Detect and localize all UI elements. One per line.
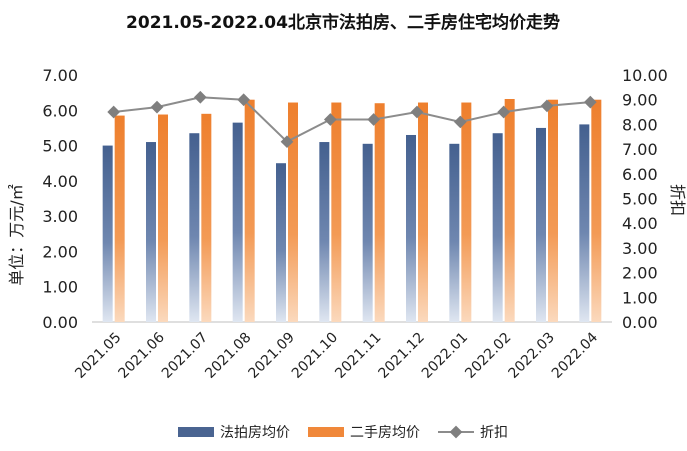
bar-resale-price — [548, 99, 558, 322]
bar-auction-price — [492, 133, 503, 322]
y-tick-label: 3.00 — [42, 207, 78, 226]
y2-tick-label: 10.00 — [622, 66, 668, 85]
y-tick-label: 1.00 — [42, 278, 78, 297]
bar-resale-price — [461, 102, 472, 322]
legend-swatch-auction — [178, 427, 214, 437]
bar-resale-price — [331, 102, 342, 322]
y2-tick-label: 6.00 — [622, 165, 658, 184]
discount-point — [280, 135, 294, 149]
y2-tick-label: 9.00 — [622, 91, 658, 110]
x-tick-label: 2021.12 — [376, 330, 428, 382]
discount-point — [410, 105, 424, 119]
legend-label-discount: 折扣 — [480, 425, 508, 441]
x-tick-label: 2022.02 — [462, 330, 514, 382]
y2-tick-label: 5.00 — [622, 190, 658, 209]
y-tick-label: 4.00 — [42, 172, 78, 191]
discount-point — [193, 90, 207, 104]
bar-auction-price — [319, 142, 330, 322]
bar-auction-price — [536, 127, 546, 322]
y2-tick-label: 7.00 — [622, 140, 658, 159]
discount-point — [150, 100, 164, 114]
x-tick-label: 2021.11 — [332, 330, 384, 382]
y-tick-label: 6.00 — [42, 101, 78, 120]
bar-auction-price — [579, 124, 590, 323]
discount-point — [453, 115, 467, 129]
y-tick-label: 0.00 — [42, 313, 78, 332]
discount-point — [367, 113, 381, 126]
bar-auction-price — [276, 163, 286, 322]
y2-axis-title: 折扣 — [668, 184, 687, 216]
y-tick-label: 7.00 — [42, 66, 78, 85]
discount-point — [323, 113, 337, 126]
bar-auction-price — [362, 143, 373, 322]
bar-resale-price — [158, 114, 168, 323]
y2-tick-label: 8.00 — [622, 115, 658, 134]
y2-tick-label: 1.00 — [622, 288, 658, 307]
bar-auction-price — [189, 133, 200, 322]
discount-point — [497, 105, 511, 119]
x-tick-label: 2021.09 — [246, 330, 298, 382]
x-tick-label: 2022.04 — [549, 329, 601, 381]
bar-resale-price — [374, 103, 385, 322]
y2-tick-label: 0.00 — [622, 313, 658, 332]
y2-tick-label: 3.00 — [622, 239, 658, 258]
bar-resale-price — [201, 113, 212, 322]
bar-resale-price — [504, 98, 515, 322]
bar-auction-price — [102, 145, 113, 322]
legend-swatch-resale — [308, 427, 344, 437]
bar-resale-price — [591, 99, 602, 322]
bar-resale-price — [114, 115, 125, 322]
y2-tick-label: 2.00 — [622, 264, 658, 283]
x-tick-label: 2021.07 — [159, 330, 211, 382]
x-tick-label: 2022.01 — [419, 330, 471, 382]
bar-auction-price — [232, 122, 243, 322]
legend: 法拍房均价 二手房均价 折扣 — [178, 425, 508, 441]
x-tick-label: 2021.05 — [72, 330, 124, 382]
x-tick-label: 2021.10 — [289, 330, 341, 382]
discount-point — [237, 93, 251, 107]
y-tick-label: 5.00 — [42, 137, 78, 156]
plot-area: 0.00 1.00 2.00 3.00 4.00 5.00 6.00 7.00 0.00 1.00… — [42, 66, 667, 382]
bar-resale-price — [288, 102, 298, 322]
x-tick-label: 2021.06 — [116, 329, 168, 381]
y-axis-title: 单位：万元/㎡ — [7, 184, 26, 285]
y-tick-label: 2.00 — [42, 242, 78, 261]
x-tick-label: 2022.03 — [506, 330, 558, 382]
legend-label-resale: 二手房均价 — [350, 425, 420, 441]
bar-auction-price — [406, 134, 416, 322]
bar-resale-price — [418, 102, 428, 322]
bar-resale-price — [244, 99, 255, 322]
legend-label-auction: 法拍房均价 — [220, 425, 290, 441]
bar-auction-price — [146, 142, 156, 322]
y2-tick-label: 4.00 — [622, 214, 658, 233]
chart-title: 2021.05-2022.04北京市法拍房、二手房住宅均价走势 — [126, 12, 560, 33]
bar-auction-price — [449, 143, 460, 322]
legend-marker-discount — [449, 425, 463, 439]
discount-line — [113, 96, 591, 143]
x-tick-label: 2021.08 — [202, 330, 254, 382]
